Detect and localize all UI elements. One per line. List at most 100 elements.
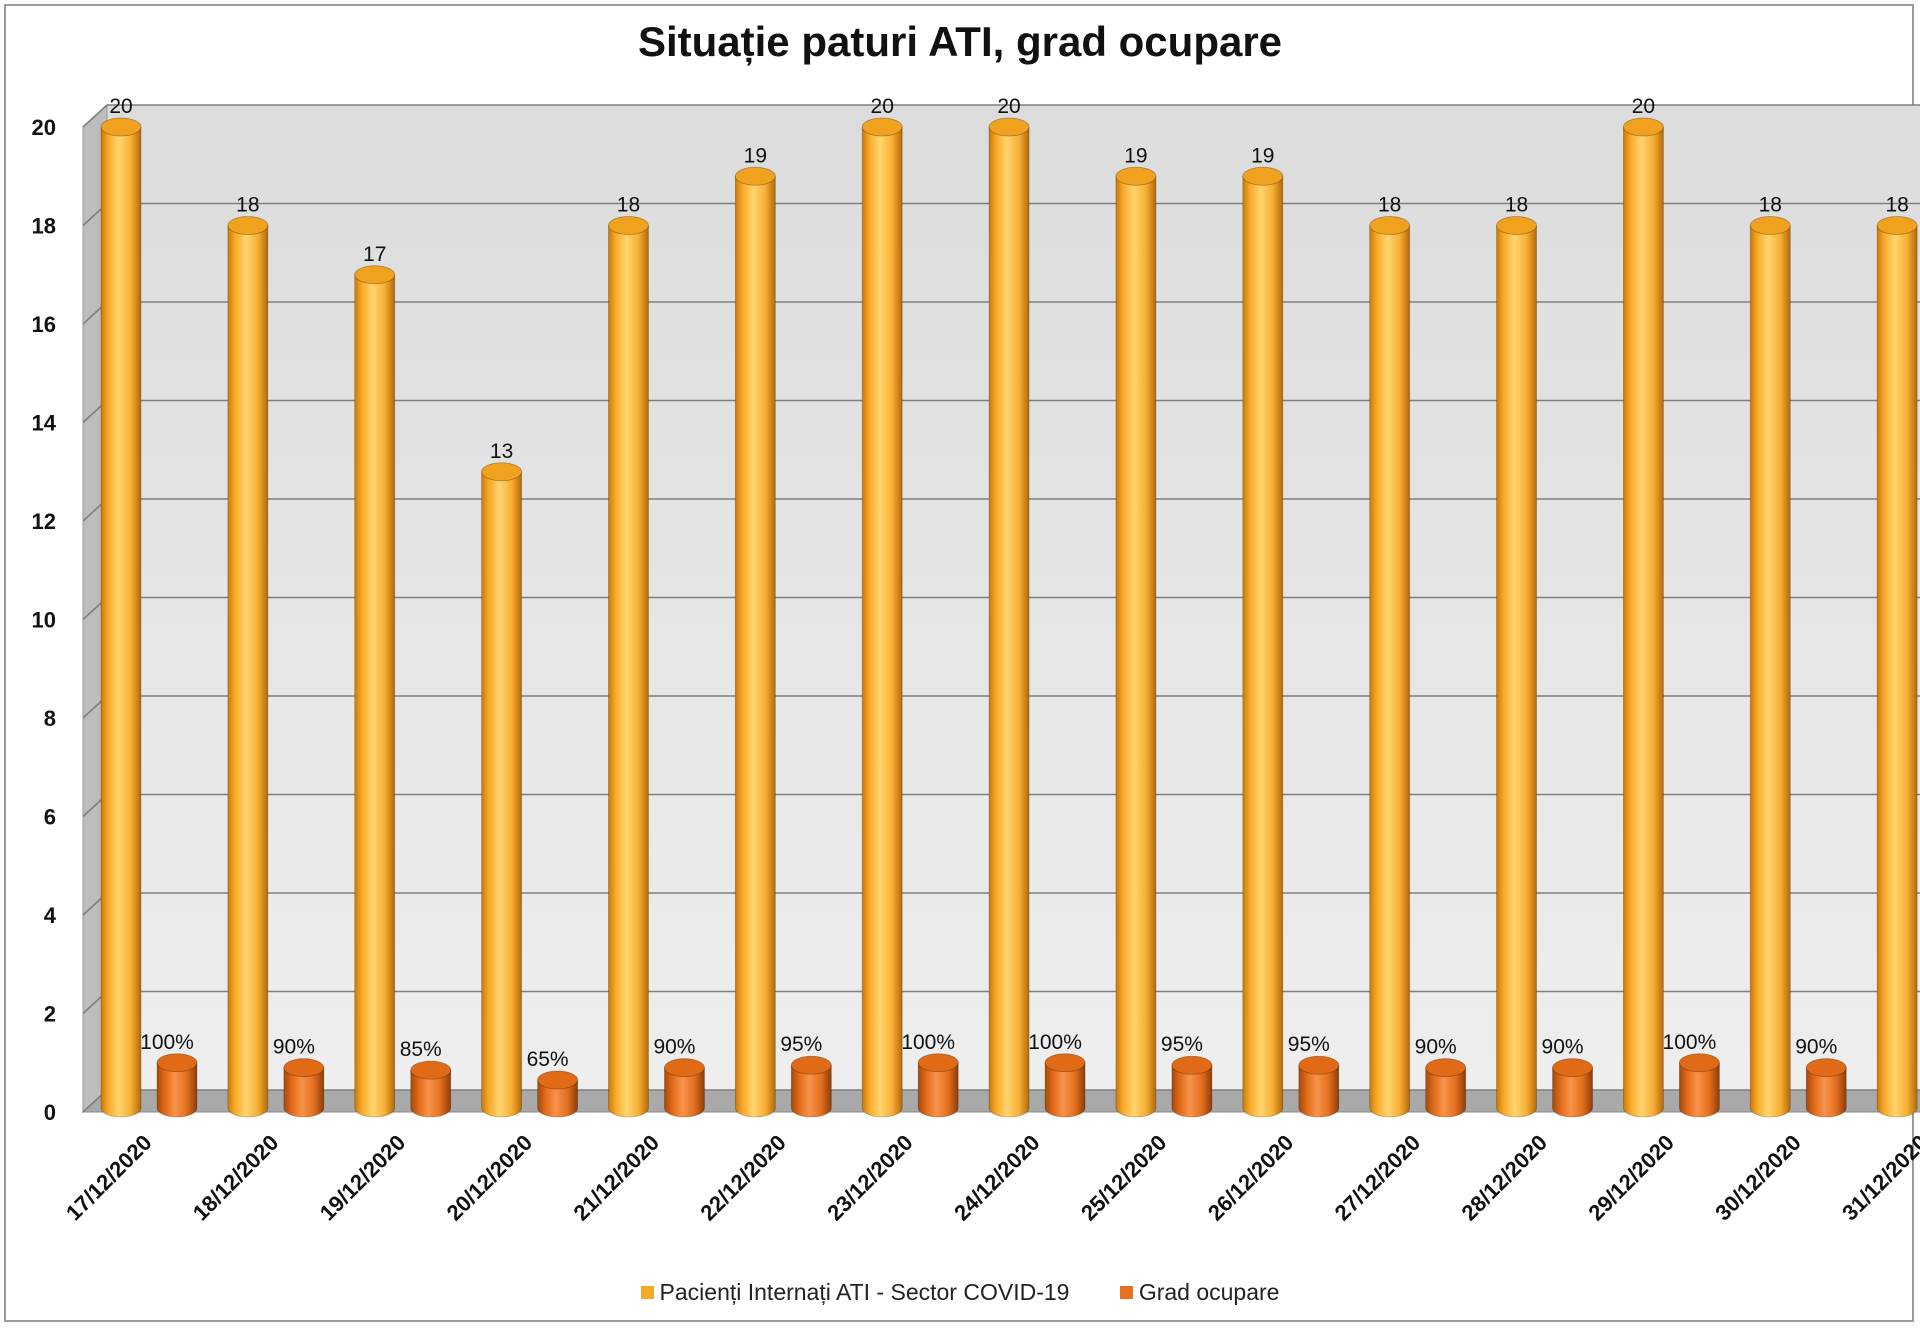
bar-occupancy: [917, 1053, 959, 1118]
bar-occupancy-body: [917, 1062, 959, 1118]
bar-occupancy-body: [790, 1064, 832, 1118]
legend-label-patients: Pacienți Internați ATI - Sector COVID-19: [659, 1279, 1070, 1305]
legend-swatch-patients: [640, 1286, 654, 1299]
bar-patients-top: [481, 462, 523, 482]
y-tick-label: 16: [32, 312, 56, 337]
bar-patients-top: [1876, 216, 1918, 235]
x-tick-label: 20/12/2020: [442, 1130, 538, 1226]
x-tick-label: 24/12/2020: [949, 1130, 1045, 1226]
bar-patients-top: [988, 117, 1030, 137]
x-tick-label: 25/12/2020: [1076, 1130, 1172, 1226]
data-label-occupancy: 95%: [1288, 1033, 1330, 1056]
bar-patients-body: [481, 471, 522, 1118]
data-label-occupancy: 100%: [901, 1031, 955, 1054]
legend-swatch-occupancy: [1119, 1286, 1133, 1299]
bar-patients-top: [354, 265, 396, 285]
bar-occupancy-body: [1552, 1067, 1593, 1118]
x-tick-label: 21/12/2020: [568, 1130, 664, 1226]
legend-label-occupancy: Grad ocupare: [1138, 1279, 1280, 1305]
bar-occupancy: [1679, 1053, 1720, 1118]
bar-patients: [227, 216, 269, 1118]
gridline-side: [82, 104, 108, 128]
data-label-occupancy: 95%: [780, 1033, 822, 1056]
bar-occupancy: [410, 1060, 452, 1118]
y-tick-label: 12: [32, 509, 56, 534]
data-label-patients: 20: [997, 95, 1020, 118]
data-label-occupancy: 65%: [527, 1048, 569, 1071]
bar-occupancy-body: [1171, 1064, 1213, 1118]
bar-occupancy-body: [1679, 1062, 1720, 1118]
bar-patients: [354, 265, 396, 1118]
y-tick-label: 20: [32, 115, 56, 140]
bar-occupancy-body: [1425, 1067, 1467, 1118]
bar-occupancy-top: [1298, 1055, 1340, 1075]
x-tick-label: 18/12/2020: [188, 1130, 284, 1226]
bar-patients: [1876, 216, 1918, 1118]
y-tick-label: 18: [32, 214, 56, 239]
data-label-patients: 19: [1251, 144, 1274, 167]
bar-occupancy: [1805, 1058, 1847, 1118]
data-label-patients: 19: [1124, 144, 1147, 167]
data-label-patients: 17: [363, 243, 386, 266]
bar-patients: [1623, 117, 1664, 1118]
bar-occupancy-top: [1552, 1058, 1593, 1078]
bar-patients-body: [354, 274, 396, 1118]
x-tick-label: 28/12/2020: [1457, 1130, 1553, 1226]
y-tick-label: 8: [44, 706, 56, 731]
bar-occupancy: [1552, 1058, 1593, 1118]
bar-occupancy-top: [283, 1058, 325, 1078]
bar-patients: [481, 462, 523, 1118]
x-tick-label: 22/12/2020: [695, 1130, 791, 1226]
bar-occupancy-body: [283, 1067, 325, 1118]
x-tick-label: 23/12/2020: [822, 1130, 918, 1226]
bar-occupancy-top: [1805, 1058, 1847, 1078]
data-label-patients: 18: [617, 194, 640, 217]
bar-patients: [1496, 216, 1537, 1118]
x-tick-label: 27/12/2020: [1330, 1130, 1426, 1226]
bar-occupancy-top: [537, 1070, 578, 1090]
data-label-occupancy: 90%: [653, 1036, 695, 1059]
data-label-patients: 18: [236, 194, 259, 217]
bar-patients-top: [1623, 117, 1664, 137]
bar-patients-top: [1242, 166, 1284, 186]
bar-occupancy-top: [1425, 1058, 1467, 1078]
bar-patients: [1749, 216, 1791, 1118]
bar-occupancy-top: [790, 1055, 832, 1075]
bar-occupancy-top: [917, 1053, 959, 1073]
data-label-occupancy: 100%: [1663, 1031, 1717, 1054]
bar-occupancy: [790, 1055, 832, 1118]
bar-occupancy-body: [1044, 1062, 1086, 1118]
x-tick-label: 17/12/2020: [61, 1130, 157, 1226]
bar-patients-body: [1496, 225, 1537, 1118]
data-label-patients: 19: [744, 144, 767, 167]
legend-item-occupancy: Grad ocupare: [1119, 1279, 1280, 1306]
data-label-patients: 20: [1632, 95, 1655, 118]
bar-occupancy-top: [1044, 1053, 1086, 1073]
y-tick-label: 0: [44, 1100, 56, 1125]
bar-occupancy: [283, 1058, 325, 1118]
bar-patients-body: [227, 225, 269, 1118]
data-label-occupancy: 90%: [1542, 1036, 1584, 1059]
data-label-patients: 20: [109, 95, 132, 118]
data-label-patients: 18: [1885, 194, 1908, 217]
y-tick-label: 14: [32, 411, 57, 436]
bar-patients-body: [1369, 225, 1411, 1118]
bar-patients-top: [861, 117, 903, 137]
bar-patients-top: [1749, 216, 1791, 235]
bar-occupancy: [1171, 1055, 1213, 1118]
bar-patients-body: [1242, 175, 1284, 1118]
data-label-patients: 18: [1505, 194, 1528, 217]
bar-occupancy-body: [1805, 1067, 1847, 1118]
data-label-patients: 18: [1378, 194, 1401, 217]
data-label-patients: 18: [1759, 194, 1782, 217]
bar-patients-body: [861, 126, 903, 1118]
bar-patients-body: [1876, 225, 1918, 1118]
x-tick-label: 31/12/2020: [1837, 1130, 1920, 1226]
bar-patients-body: [100, 126, 142, 1118]
data-label-occupancy: 90%: [1795, 1036, 1837, 1059]
bar-patients-top: [227, 216, 269, 235]
bar-patients: [1369, 216, 1411, 1118]
bar-patients: [1115, 166, 1157, 1118]
bar-patients-body: [988, 126, 1030, 1118]
